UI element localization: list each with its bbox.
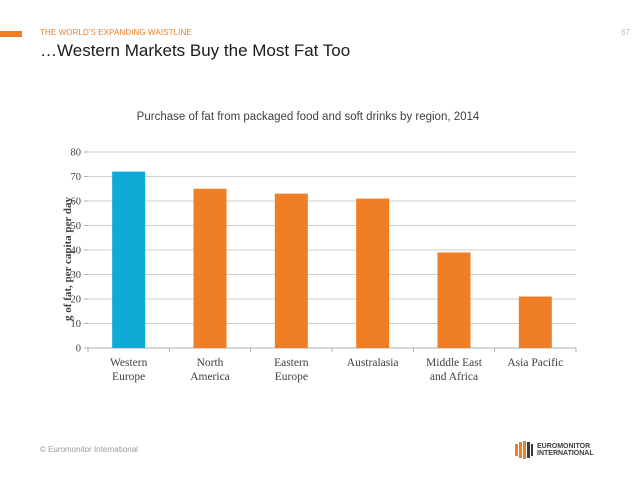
y-axis-label: g of fat, per capita per day [62,197,74,321]
logo-text: EUROMONITOR INTERNATIONAL [537,443,594,458]
bar [112,171,146,348]
euromonitor-logo: EUROMONITOR INTERNATIONAL [514,440,594,460]
logo-line-1: EUROMONITOR [537,442,591,450]
section-label: THE WORLD'S EXPANDING WAISTLINE [40,28,192,37]
x-category-label: America [190,371,230,383]
x-category-label: Europe [112,371,145,383]
bar [274,193,308,348]
y-tick-label: 80 [71,148,82,159]
logo-line-2: INTERNATIONAL [537,450,594,457]
x-category-label: and Africa [430,371,478,383]
y-tick-label: 0 [76,344,81,355]
y-tick-label: 30 [71,270,82,281]
y-tick-label: 70 [71,172,82,183]
y-tick-label: 20 [71,295,82,306]
x-category-label: North [197,357,224,369]
y-tick-label: 40 [71,246,82,257]
gridlines [84,151,577,352]
y-axis-ticks: 0 10 20 30 40 50 60 70 80 [71,148,82,355]
bar [518,296,552,348]
x-category-label: Eastern [274,357,309,369]
x-axis-categories: Western Europe North America Eastern Europe Au… [110,357,563,383]
bar [437,252,471,348]
bars [112,171,552,348]
y-tick-label: 50 [71,221,82,232]
page-number: 67 [621,28,630,37]
page-title: …Western Markets Buy the Most Fat Too [40,41,351,60]
copyright-footer: © Euromonitor International [40,445,138,454]
accent-bar [0,31,22,37]
bar [356,198,390,348]
x-category-label: Australasia [347,357,399,369]
x-category-label: Asia Pacific [507,357,563,369]
x-category-label: Middle East [426,357,483,369]
x-category-label: Western [110,357,148,369]
y-tick-label: 60 [71,197,82,208]
globe-icon [515,441,533,459]
x-category-label: Europe [275,371,308,383]
y-tick-label: 10 [71,319,82,330]
bar [193,188,227,348]
chart-title: Purchase of fat from packaged food and s… [137,111,480,123]
